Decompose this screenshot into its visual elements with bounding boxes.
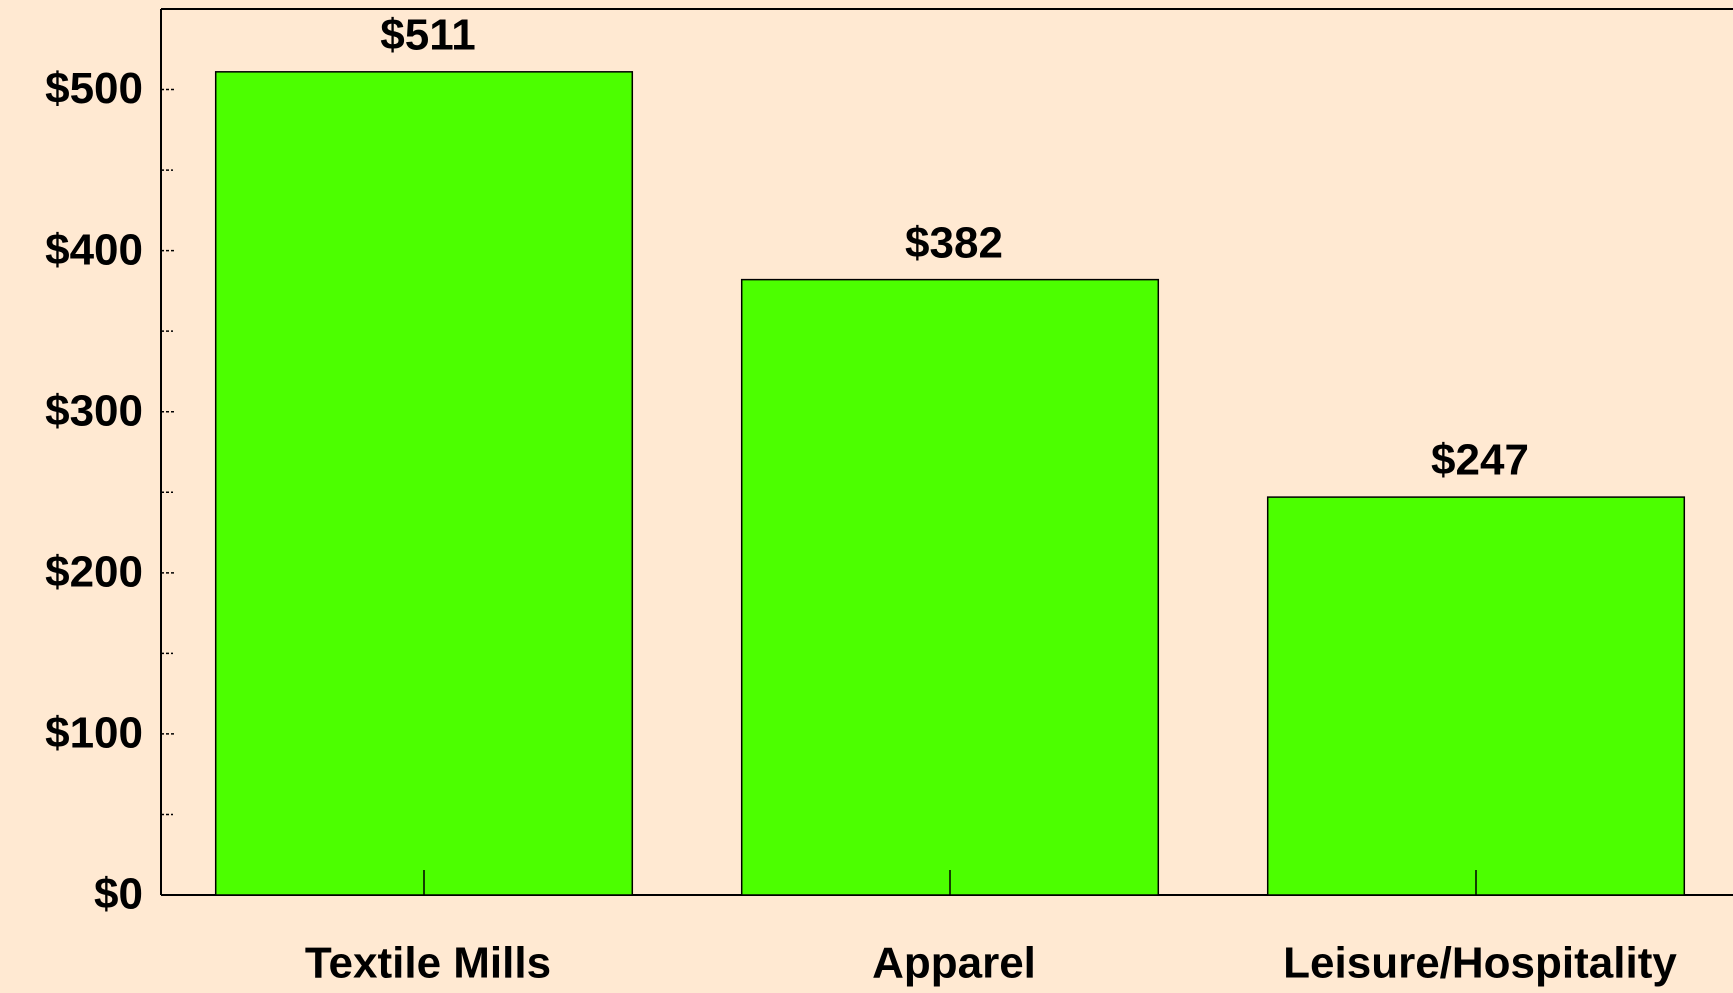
y-tick-label: $300 [45,386,143,435]
value-label: $511 [380,10,475,59]
y-tick-label: $400 [45,225,143,274]
x-tick-label: Apparel [872,939,1036,988]
y-tick-label: $500 [45,64,143,113]
bar [1266,496,1686,896]
x-tick-label: Leisure/Hospitality [1283,939,1677,988]
value-label: $247 [1431,436,1529,485]
y-tick-label: $200 [45,547,143,596]
y-tick-label: $100 [45,709,143,758]
x-tick-label: Textile Mills [305,939,551,988]
value-label: $382 [905,218,1003,267]
bar [214,71,634,896]
y-tick-label: $0 [94,870,143,919]
bar [740,278,1160,896]
